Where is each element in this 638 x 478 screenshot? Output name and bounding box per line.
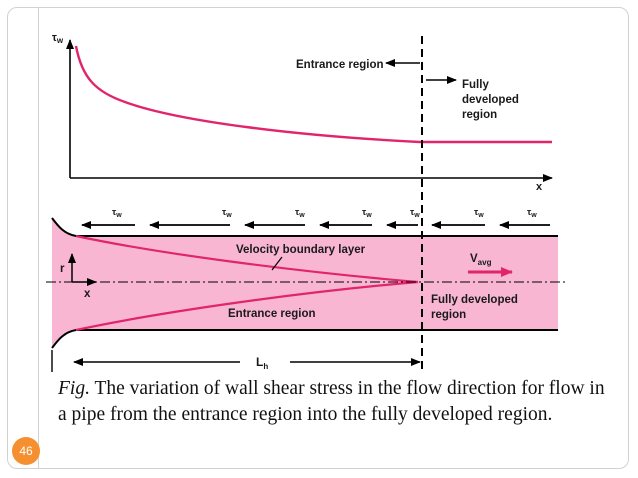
wall-shear-curve (74, 45, 552, 144)
shear-label: τw (295, 207, 305, 219)
plot-y-axis-label: τw (52, 32, 64, 45)
caption-prefix: Fig. (58, 378, 90, 399)
plot-entrance-label: Entrance region (296, 59, 384, 71)
velocity-boundary-layer-label: Velocity boundary layer (236, 244, 366, 256)
plot-x-axis-label: x (536, 181, 543, 193)
pipe-diagram: τw τw τw τw τw τw τw Velocity boundary l… (46, 207, 568, 349)
shear-label: τw (222, 207, 232, 219)
pipe-top-wall (51, 217, 558, 237)
page-number-badge: 46 (12, 437, 40, 465)
plot-fully-developed-label: Fully developed region (462, 79, 522, 121)
r-axis-label: r (60, 263, 65, 275)
hydrodynamic-entry-length: Lh (51, 350, 421, 372)
pipe-fluid (52, 218, 558, 348)
velocity-boundary-layer-leader (271, 256, 283, 271)
vavg-label: Vavg (470, 253, 492, 267)
shear-label: τw (362, 207, 372, 219)
shear-label: τw (527, 207, 537, 219)
figure-caption: Fig. The variation of wall shear stress … (58, 376, 618, 428)
pipe-fully-developed-label: Fully developed region (431, 294, 521, 321)
slide-left-rule (38, 7, 39, 469)
shear-label: τw (410, 207, 420, 219)
pipe-entrance-label: Entrance region (228, 308, 316, 320)
wall-shear-labels: τw τw τw τw τw τw τw (112, 207, 537, 219)
shear-label: τw (474, 207, 484, 219)
slide-border (7, 7, 629, 469)
boundary-layer-bottom (75, 280, 419, 332)
length-label: Lh (256, 355, 268, 371)
boundary-layer-top (75, 234, 419, 284)
x-axis-label: x (84, 288, 91, 300)
shear-stress-plot: τw x Entrance region Fully developed reg… (52, 32, 553, 193)
pipe-bottom-wall (51, 329, 558, 349)
caption-text: The variation of wall shear stress in th… (58, 378, 605, 425)
shear-label: τw (112, 207, 122, 219)
